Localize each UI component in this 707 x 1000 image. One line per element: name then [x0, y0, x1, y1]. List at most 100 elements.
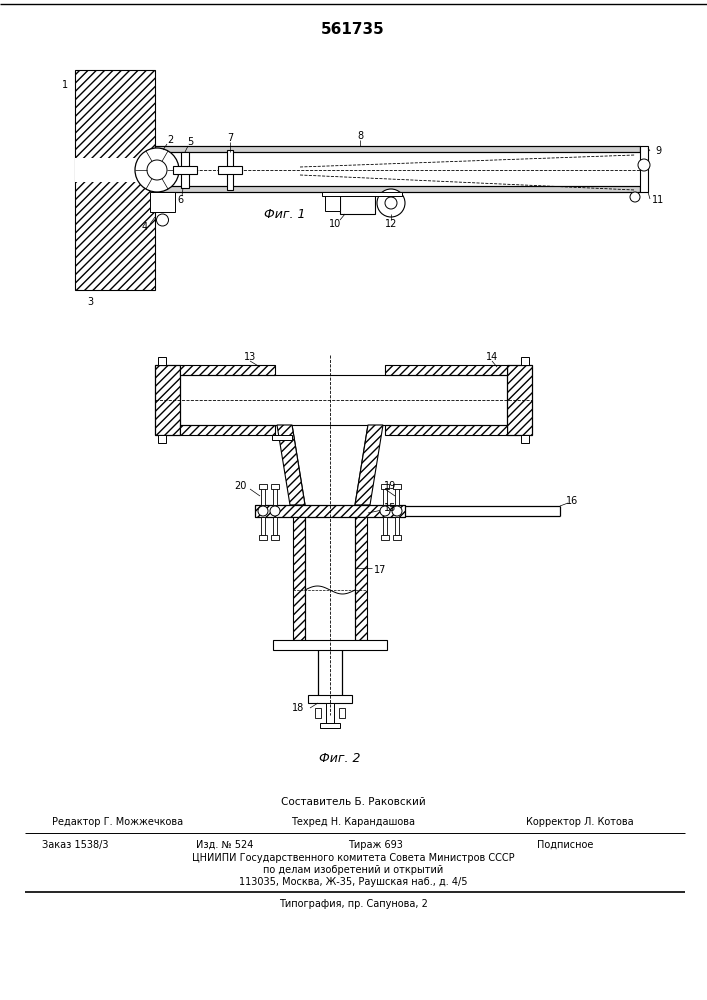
Bar — [326, 703, 334, 723]
Text: 19: 19 — [384, 481, 396, 491]
Text: 4: 4 — [142, 222, 148, 232]
Bar — [383, 487, 387, 505]
Text: 6: 6 — [177, 195, 183, 205]
Text: Техред Н. Карандашова: Техред Н. Карандашова — [291, 817, 415, 827]
Bar — [385, 425, 507, 435]
Bar — [273, 487, 277, 505]
Circle shape — [377, 189, 405, 217]
Circle shape — [638, 159, 650, 171]
Circle shape — [270, 506, 280, 516]
Bar — [255, 505, 405, 517]
Bar — [155, 365, 180, 435]
Bar — [271, 484, 279, 489]
Bar — [75, 70, 155, 290]
Bar — [155, 186, 640, 192]
Bar — [521, 435, 529, 443]
Text: по делам изобретений и открытий: по делам изобретений и открытий — [263, 865, 443, 875]
Polygon shape — [277, 425, 305, 505]
Bar — [385, 365, 507, 375]
Text: 2: 2 — [167, 135, 173, 145]
Bar — [395, 517, 399, 535]
Circle shape — [135, 148, 179, 192]
Bar — [155, 186, 640, 192]
Bar — [521, 357, 529, 365]
Circle shape — [630, 192, 640, 202]
Bar — [155, 146, 640, 152]
Bar — [259, 535, 267, 540]
Bar — [381, 535, 389, 540]
Bar — [393, 484, 401, 489]
Bar — [180, 365, 275, 375]
Bar — [271, 535, 279, 540]
Bar — [640, 146, 648, 192]
Text: 7: 7 — [227, 133, 233, 143]
Text: 10: 10 — [329, 219, 341, 229]
Text: 11: 11 — [652, 195, 664, 205]
Bar — [261, 487, 265, 505]
Circle shape — [258, 506, 268, 516]
Bar — [325, 192, 340, 211]
Text: 14: 14 — [486, 352, 498, 362]
Text: 3: 3 — [87, 297, 93, 307]
Text: 20: 20 — [234, 481, 246, 491]
Bar — [315, 708, 321, 718]
Text: 9: 9 — [655, 146, 661, 156]
Text: Изд. № 524: Изд. № 524 — [197, 840, 254, 850]
Bar — [181, 152, 189, 188]
Circle shape — [392, 506, 402, 516]
Text: 1: 1 — [62, 80, 68, 90]
Bar — [293, 517, 305, 640]
Text: 15: 15 — [384, 503, 396, 513]
Text: Фиг. 1: Фиг. 1 — [264, 209, 305, 222]
Bar — [150, 192, 175, 212]
Text: 8: 8 — [357, 131, 363, 141]
Text: 16: 16 — [566, 496, 578, 506]
Text: Заказ 1538/3: Заказ 1538/3 — [42, 840, 108, 850]
Bar — [339, 708, 345, 718]
Bar — [273, 517, 277, 535]
Text: 13: 13 — [244, 352, 256, 362]
Text: Составитель Б. Раковский: Составитель Б. Раковский — [281, 797, 426, 807]
Text: Подписное: Подписное — [537, 840, 593, 850]
Text: Фиг. 2: Фиг. 2 — [320, 752, 361, 764]
Bar — [355, 517, 367, 640]
Bar — [383, 517, 387, 535]
Bar — [320, 723, 340, 728]
Text: Редактор Г. Можжечкова: Редактор Г. Можжечкова — [52, 817, 184, 827]
Text: Тираж 693: Тираж 693 — [348, 840, 402, 850]
Circle shape — [156, 214, 168, 226]
Bar — [395, 487, 399, 505]
Bar — [322, 192, 402, 196]
Bar — [75, 158, 160, 182]
Text: 12: 12 — [385, 219, 397, 229]
Text: 561735: 561735 — [321, 22, 385, 37]
Text: Корректор Л. Котова: Корректор Л. Котова — [526, 817, 633, 827]
Bar — [507, 365, 532, 435]
Bar — [261, 517, 265, 535]
Bar — [158, 435, 166, 443]
Circle shape — [385, 197, 397, 209]
Text: 113035, Москва, Ж-35, Раушская наб., д. 4/5: 113035, Москва, Ж-35, Раушская наб., д. … — [239, 877, 467, 887]
Text: ЦНИИПИ Государственного комитета Совета Министров СССР: ЦНИИПИ Государственного комитета Совета … — [192, 853, 514, 863]
Bar — [218, 166, 242, 174]
Bar — [155, 146, 640, 152]
Bar — [180, 425, 275, 435]
Bar — [272, 435, 292, 440]
Bar — [259, 484, 267, 489]
Bar — [381, 484, 389, 489]
Bar — [173, 166, 197, 174]
Text: 5: 5 — [187, 137, 193, 147]
Text: 17: 17 — [374, 565, 386, 575]
Circle shape — [380, 506, 390, 516]
Bar — [255, 505, 405, 517]
Bar — [158, 357, 166, 365]
Bar — [393, 535, 401, 540]
Bar — [308, 695, 352, 703]
Polygon shape — [355, 425, 383, 505]
Circle shape — [147, 160, 167, 180]
Bar — [340, 192, 375, 214]
Text: Типография, пр. Сапунова, 2: Типография, пр. Сапунова, 2 — [279, 899, 428, 909]
Bar — [273, 640, 387, 650]
Text: 18: 18 — [292, 703, 304, 713]
Bar — [227, 150, 233, 190]
